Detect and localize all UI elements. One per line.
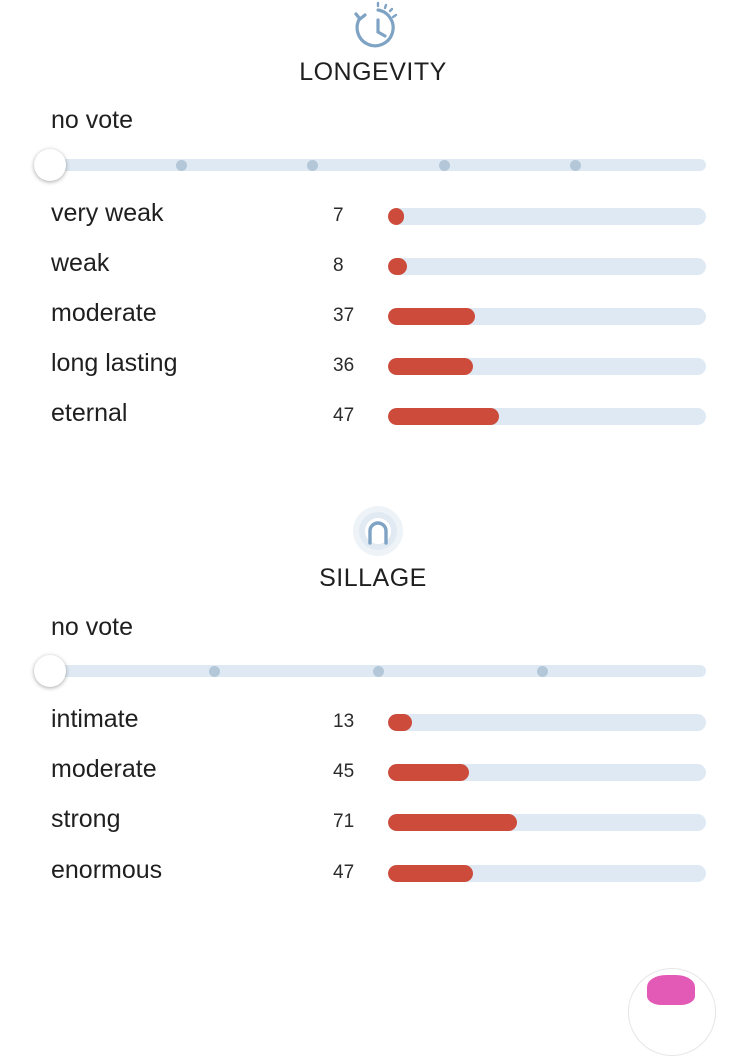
vote-bar — [388, 358, 706, 375]
row-label: moderate — [51, 299, 157, 327]
sillage-row-intimate: intimate 13 — [0, 703, 746, 739]
row-count: 7 — [333, 205, 344, 226]
slider-step-dot[interactable] — [307, 160, 319, 171]
vote-bar-fill — [388, 208, 404, 225]
row-count: 36 — [333, 355, 355, 376]
vote-bar — [388, 814, 706, 831]
avatar-image — [647, 975, 695, 1005]
slider-step-dot[interactable] — [569, 160, 581, 171]
row-count: 71 — [333, 811, 355, 832]
row-count: 13 — [333, 711, 355, 732]
vote-bar — [388, 865, 706, 882]
longevity-vote-status: no vote — [51, 106, 134, 134]
slider-thumb[interactable] — [34, 655, 66, 687]
longevity-row-very-weak: very weak 7 — [0, 197, 746, 233]
clock-history-icon — [354, 1, 398, 48]
sillage-vote-slider[interactable] — [34, 654, 706, 688]
row-label: long lasting — [51, 349, 178, 377]
vote-bar-fill — [388, 308, 476, 325]
vote-bar-fill — [388, 714, 412, 731]
vote-bar — [388, 714, 706, 731]
row-count: 47 — [333, 405, 355, 426]
vote-bar-fill — [388, 865, 473, 882]
row-label: weak — [51, 249, 110, 277]
vote-bar-fill — [388, 408, 499, 425]
row-count: 8 — [333, 255, 344, 276]
longevity-vote-slider[interactable] — [34, 148, 706, 182]
sillage-row-enormous: enormous 47 — [0, 854, 746, 890]
longevity-row-weak: weak 8 — [0, 247, 746, 283]
slider-step-dot[interactable] — [438, 160, 450, 171]
longevity-row-eternal: eternal 47 — [0, 397, 746, 433]
vote-bar-fill — [388, 358, 473, 375]
vote-bar-fill — [388, 258, 408, 275]
longevity-title: LONGEVITY — [299, 58, 447, 86]
slider-step-dot[interactable] — [373, 666, 384, 677]
row-count: 45 — [333, 761, 355, 782]
sillage-row-strong: strong 71 — [0, 803, 746, 839]
row-label: very weak — [51, 199, 164, 227]
vote-bar — [388, 258, 706, 275]
vote-bar-fill — [388, 814, 517, 831]
row-label: eternal — [51, 399, 128, 427]
longevity-row-long-lasting: long lasting 36 — [0, 347, 746, 383]
slider-thumb[interactable] — [34, 149, 66, 181]
vote-bar — [388, 208, 706, 225]
slider-step-dot[interactable] — [176, 160, 188, 171]
row-label: moderate — [51, 755, 157, 783]
longevity-row-moderate: moderate 37 — [0, 297, 746, 333]
sillage-vote-status: no vote — [51, 613, 134, 641]
floating-avatar-button[interactable] — [628, 968, 716, 1056]
slider-step-dot[interactable] — [209, 666, 220, 677]
row-label: strong — [51, 805, 121, 833]
slider-step-dot[interactable] — [537, 666, 548, 677]
vote-bar-fill — [388, 764, 470, 781]
sillage-aura-icon — [353, 506, 403, 556]
row-label: intimate — [51, 705, 139, 733]
row-count: 37 — [333, 305, 355, 326]
row-count: 47 — [333, 862, 355, 883]
vote-bar — [388, 408, 706, 425]
row-label: enormous — [51, 856, 163, 884]
vote-bar — [388, 308, 706, 325]
sillage-row-moderate: moderate 45 — [0, 753, 746, 789]
vote-bar — [388, 764, 706, 781]
sillage-title: SILLAGE — [319, 564, 427, 592]
slider-track[interactable] — [50, 159, 706, 171]
